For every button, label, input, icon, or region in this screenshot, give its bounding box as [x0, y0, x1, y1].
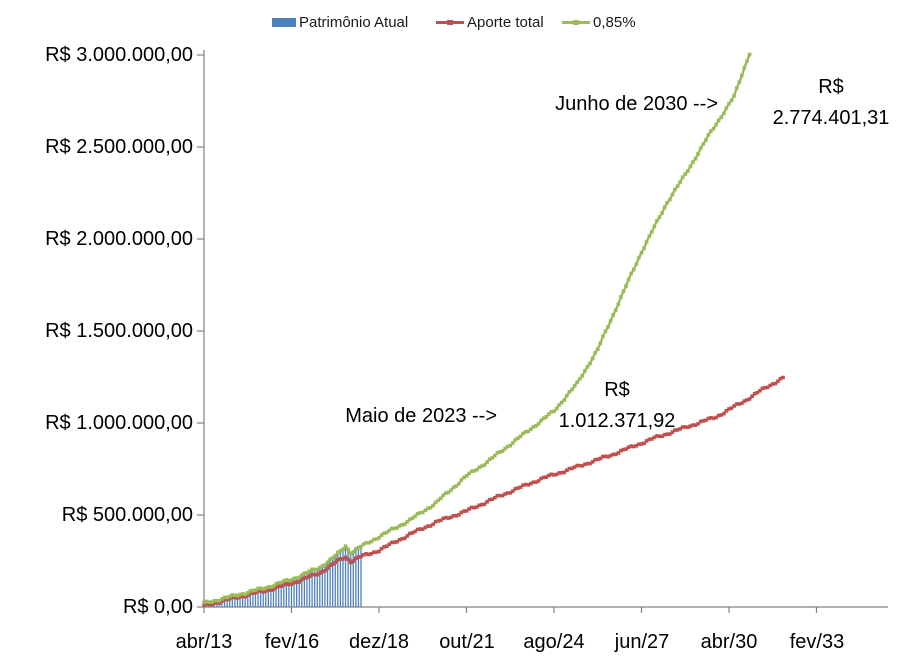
series-patrimonio-atual-bars: [203, 546, 362, 607]
legend-item-patrimonio-atual: Patrimônio Atual: [272, 13, 408, 31]
series-aporte-total-line: [202, 375, 785, 607]
y-axis-label: R$ 1.500.000,00: [45, 320, 193, 342]
x-axis-label: fev/33: [789, 631, 845, 653]
series-0-85-line: [202, 52, 752, 605]
legend-swatch-line-icon: [436, 19, 464, 25]
annotation-maio-value-line1: R$: [604, 379, 630, 401]
annotation-junho-value: R$ 2.774.401,31: [741, 72, 909, 134]
annotation-maio-value: R$ 1.012.371,92: [507, 375, 727, 437]
y-axis-label: R$ 3.000.000,00: [45, 44, 193, 66]
y-axis-label: R$ 2.500.000,00: [45, 136, 193, 158]
legend-marker-icon: [447, 19, 453, 25]
y-axis-label: R$ 1.000.000,00: [45, 412, 193, 434]
annotation-junho-label: Junho de 2030 -->: [555, 93, 718, 115]
x-axis-label: abr/30: [700, 631, 758, 653]
legend-item-aporte-total: Aporte total: [436, 13, 544, 31]
y-axis-label: R$ 2.000.000,00: [45, 228, 193, 250]
annotation-maio-value-line2: 1.012.371,92: [558, 410, 676, 432]
legend-marker-icon: [573, 19, 579, 25]
annotation-junho-value-line1: R$: [818, 76, 844, 98]
axes: [197, 50, 888, 613]
legend-label-patrimonio-atual: Patrimônio Atual: [299, 13, 409, 31]
annotation-junho-value-line2: 2.774.401,31: [772, 107, 890, 129]
x-axis-label: fev/16: [264, 631, 320, 653]
y-axis-label: R$ 0,00: [122, 596, 193, 618]
legend-swatch-line-icon: [562, 19, 590, 25]
legend-swatch-bar-icon: [272, 17, 296, 27]
legend-item-taxa: 0,85%: [562, 13, 636, 31]
x-axis-label: out/21: [439, 631, 495, 653]
x-axis-label: jun/27: [614, 631, 670, 653]
x-axis-label: abr/13: [175, 631, 233, 653]
y-axis-label: R$ 500.000,00: [61, 504, 193, 526]
legend-label-aporte-total: Aporte total: [467, 13, 544, 31]
legend-label-taxa: 0,85%: [593, 13, 636, 31]
annotation-maio-label: Maio de 2023 -->: [345, 405, 497, 427]
x-axis-label: ago/24: [523, 631, 585, 653]
x-axis-label: dez/18: [348, 631, 410, 653]
